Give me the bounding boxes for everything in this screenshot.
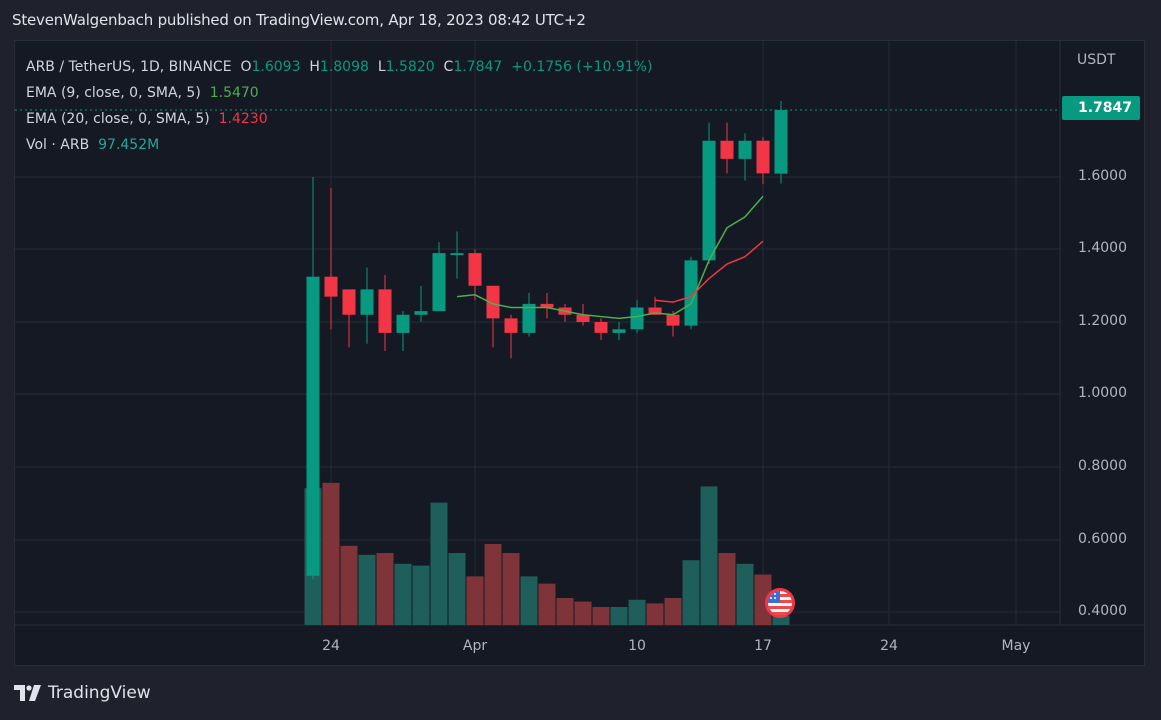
publish-info: StevenWalgenbach published on TradingVie… (12, 11, 586, 29)
price-tick: 0.8000 (1078, 458, 1127, 474)
price-tick: 1.2000 (1078, 313, 1127, 329)
time-tick: 17 (754, 638, 772, 654)
ema9-value: 1.5470 (209, 85, 259, 101)
close-label: C (443, 59, 454, 75)
change-value: +0.1756 (+10.91%) (511, 59, 653, 75)
chart-legend: ARB / TetherUS, 1D, BINANCE O1.6093 H1.8… (26, 54, 652, 158)
last-price-label: 1.7847 (1062, 96, 1140, 120)
symbol-title[interactable]: ARB / TetherUS, 1D, BINANCE (26, 59, 232, 75)
price-tick: 0.6000 (1078, 531, 1127, 547)
time-tick: Apr (462, 638, 488, 654)
volume-label: Vol · ARB (26, 137, 90, 153)
brand-name: TradingView (48, 683, 151, 703)
close-value: 1.7847 (453, 59, 503, 75)
ema9-row[interactable]: EMA (9, close, 0, SMA, 5) 1.5470 (26, 80, 652, 106)
ema9-label: EMA (9, close, 0, SMA, 5) (26, 85, 201, 101)
volume-row[interactable]: Vol · ARB 97.452M (26, 132, 652, 158)
ema20-row[interactable]: EMA (20, close, 0, SMA, 5) 1.4230 (26, 106, 652, 132)
volume-value: 97.452M (98, 137, 160, 153)
chart-pane[interactable] (14, 40, 1145, 666)
price-tick: 1.6000 (1078, 168, 1127, 184)
low-label: L (377, 59, 386, 75)
high-label: H (309, 59, 320, 75)
open-label: O (240, 59, 252, 75)
currency-unit[interactable]: USDT (1077, 52, 1116, 68)
low-value: 1.5820 (385, 59, 435, 75)
open-value: 1.6093 (251, 59, 301, 75)
us-flag-icon[interactable] (765, 588, 795, 618)
time-tick: May (1001, 638, 1031, 654)
ema20-label: EMA (20, close, 0, SMA, 5) (26, 111, 210, 127)
price-tick: 1.0000 (1078, 385, 1127, 401)
time-tick: 24 (880, 638, 898, 654)
price-tick: 0.4000 (1078, 603, 1127, 619)
price-tick: 1.4000 (1078, 240, 1127, 256)
high-value: 1.8098 (319, 59, 369, 75)
symbol-ohlc-row: ARB / TetherUS, 1D, BINANCE O1.6093 H1.8… (26, 54, 652, 80)
ema20-value: 1.4230 (218, 111, 268, 127)
time-tick: 24 (322, 638, 340, 654)
time-tick: 10 (628, 638, 646, 654)
tradingview-logo-icon (14, 685, 41, 701)
tradingview-logo[interactable]: TradingView (14, 683, 151, 703)
